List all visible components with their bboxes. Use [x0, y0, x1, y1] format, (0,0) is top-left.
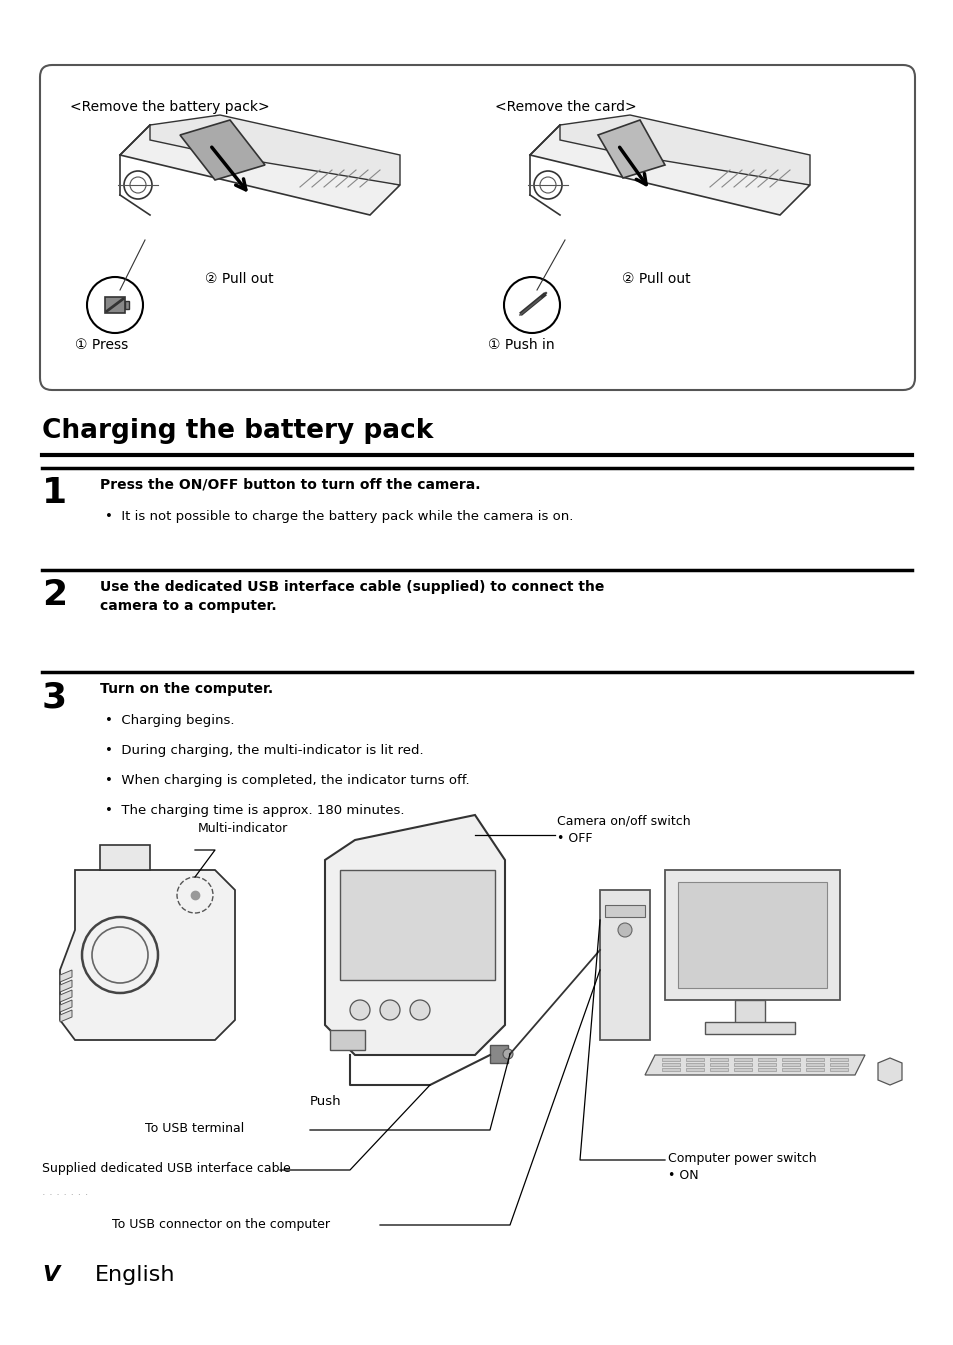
- Bar: [709, 1059, 727, 1061]
- Text: ② Pull out: ② Pull out: [621, 272, 690, 286]
- Bar: [685, 1068, 703, 1071]
- Text: Push: Push: [310, 1095, 341, 1108]
- Text: Supplied dedicated USB interface cable: Supplied dedicated USB interface cable: [42, 1162, 291, 1176]
- Polygon shape: [100, 845, 150, 870]
- Bar: [125, 301, 129, 309]
- Polygon shape: [60, 999, 71, 1011]
- Text: ① Press: ① Press: [75, 338, 128, 352]
- Polygon shape: [559, 116, 809, 186]
- Text: <Remove the battery pack>: <Remove the battery pack>: [70, 100, 270, 114]
- Bar: [734, 999, 764, 1025]
- Circle shape: [350, 999, 370, 1020]
- Bar: [805, 1068, 823, 1071]
- Bar: [781, 1063, 800, 1067]
- Bar: [704, 1022, 794, 1034]
- Bar: [709, 1063, 727, 1067]
- Circle shape: [502, 1049, 513, 1059]
- Polygon shape: [150, 116, 399, 186]
- Bar: [661, 1068, 679, 1071]
- Polygon shape: [60, 970, 71, 982]
- Text: 2: 2: [42, 578, 67, 612]
- Circle shape: [410, 999, 430, 1020]
- Bar: [733, 1059, 751, 1061]
- Bar: [805, 1059, 823, 1061]
- Text: 1: 1: [42, 476, 67, 510]
- Text: To USB terminal: To USB terminal: [145, 1122, 244, 1135]
- Bar: [781, 1068, 800, 1071]
- Bar: [733, 1063, 751, 1067]
- Bar: [709, 1068, 727, 1071]
- Text: ② Pull out: ② Pull out: [205, 272, 274, 286]
- Bar: [604, 905, 644, 917]
- Text: •  When charging is completed, the indicator turns off.: • When charging is completed, the indica…: [105, 773, 469, 787]
- Text: Press the ON/OFF button to turn off the camera.: Press the ON/OFF button to turn off the …: [100, 477, 480, 492]
- Text: V: V: [42, 1266, 59, 1284]
- Text: Computer power switch
• ON: Computer power switch • ON: [667, 1153, 816, 1182]
- Text: English: English: [95, 1266, 175, 1284]
- Bar: [339, 870, 495, 981]
- Text: To USB connector on the computer: To USB connector on the computer: [112, 1219, 330, 1231]
- Bar: [758, 1059, 775, 1061]
- Text: •  During charging, the multi-indicator is lit red.: • During charging, the multi-indicator i…: [105, 744, 423, 757]
- Text: Multi-indicator: Multi-indicator: [198, 822, 288, 835]
- Bar: [661, 1059, 679, 1061]
- Polygon shape: [598, 120, 664, 178]
- Text: •  Charging begins.: • Charging begins.: [105, 714, 234, 728]
- Polygon shape: [644, 1054, 864, 1075]
- Polygon shape: [325, 815, 504, 1054]
- Polygon shape: [60, 981, 71, 993]
- Bar: [599, 890, 649, 1040]
- Text: · · · · · · ·: · · · · · · ·: [42, 1190, 89, 1200]
- Circle shape: [379, 999, 399, 1020]
- Text: <Remove the card>: <Remove the card>: [495, 100, 636, 114]
- Text: Turn on the computer.: Turn on the computer.: [100, 682, 273, 695]
- Text: 3: 3: [42, 681, 67, 714]
- Bar: [805, 1063, 823, 1067]
- Bar: [330, 1030, 365, 1050]
- Text: •  It is not possible to charge the battery pack while the camera is on.: • It is not possible to charge the batte…: [105, 510, 573, 523]
- Polygon shape: [530, 125, 809, 215]
- Bar: [685, 1063, 703, 1067]
- Bar: [829, 1059, 847, 1061]
- Bar: [733, 1068, 751, 1071]
- Text: Use the dedicated USB interface cable (supplied) to connect the
camera to a comp: Use the dedicated USB interface cable (s…: [100, 580, 604, 613]
- Bar: [829, 1063, 847, 1067]
- Circle shape: [618, 923, 631, 937]
- Bar: [664, 870, 840, 999]
- Polygon shape: [60, 870, 234, 1040]
- Bar: [758, 1068, 775, 1071]
- Bar: [758, 1063, 775, 1067]
- Bar: [490, 1045, 507, 1063]
- Bar: [661, 1063, 679, 1067]
- Text: Camera on/off switch
• OFF: Camera on/off switch • OFF: [557, 815, 690, 845]
- Text: ① Push in: ① Push in: [488, 338, 554, 352]
- Polygon shape: [60, 1010, 71, 1022]
- Polygon shape: [877, 1059, 901, 1085]
- Bar: [685, 1059, 703, 1061]
- Text: Charging the battery pack: Charging the battery pack: [42, 418, 433, 444]
- FancyBboxPatch shape: [40, 65, 914, 390]
- Bar: [781, 1059, 800, 1061]
- Bar: [829, 1068, 847, 1071]
- Polygon shape: [120, 125, 399, 215]
- Polygon shape: [60, 990, 71, 1002]
- Text: •  The charging time is approx. 180 minutes.: • The charging time is approx. 180 minut…: [105, 804, 404, 816]
- Bar: [678, 882, 826, 989]
- Bar: [105, 297, 125, 313]
- Polygon shape: [180, 120, 265, 180]
